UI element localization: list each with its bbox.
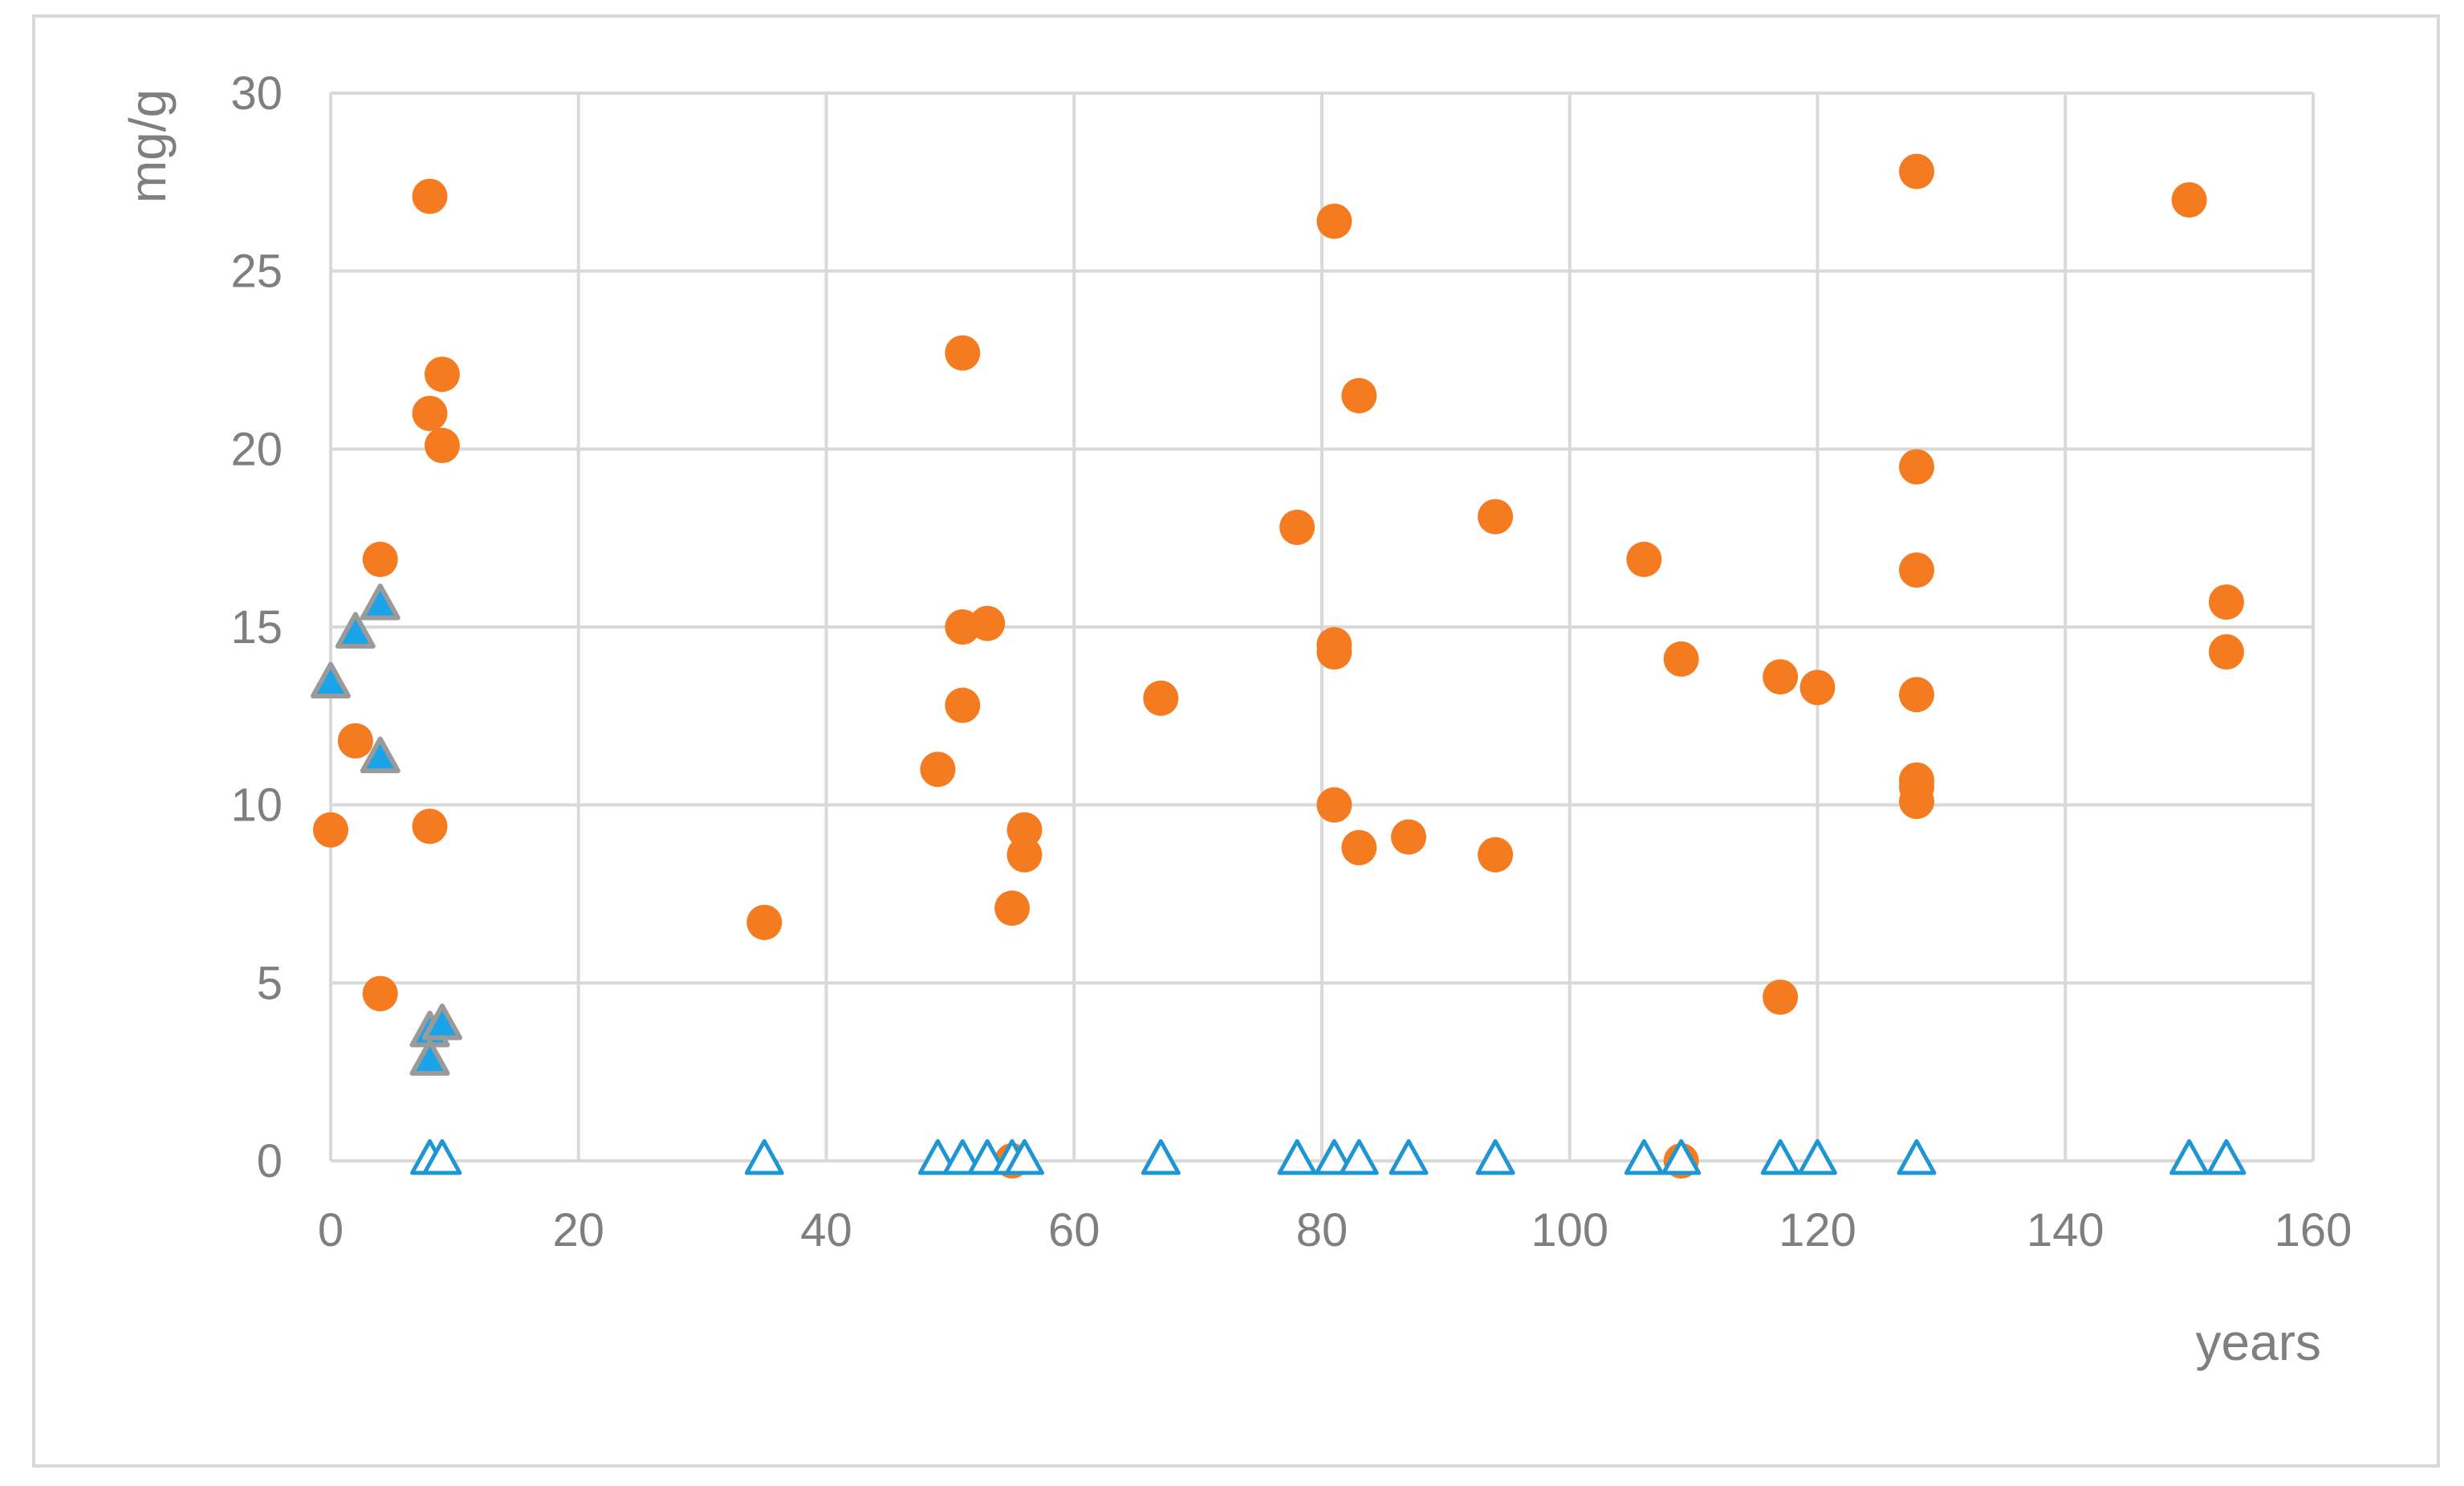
data-point-blue-open-triangle	[1897, 1138, 1937, 1175]
data-point-orange-circle	[1341, 377, 1377, 413]
x-tick-label: 0	[318, 1204, 344, 1256]
data-point-blue-open-triangle	[1760, 1138, 1800, 1175]
data-point-orange-circle	[1391, 819, 1427, 855]
data-point-blue-open-triangle	[1277, 1138, 1317, 1175]
data-point-orange-circle	[412, 396, 448, 431]
y-tick-label: 10	[230, 780, 283, 832]
x-tick-label: 60	[1048, 1204, 1100, 1256]
data-point-orange-circle	[1899, 552, 1934, 588]
grid-layer	[331, 92, 2315, 1161]
data-point-orange-circle	[1626, 541, 1662, 577]
data-point-orange-circle	[945, 335, 981, 371]
data-point-orange-circle	[2171, 182, 2207, 218]
data-point-blue-open-triangle	[1475, 1138, 1515, 1175]
data-point-blue-open-triangle	[967, 1138, 1007, 1175]
y-tick-label: 5	[257, 957, 283, 1009]
x-tick-label: 120	[1779, 1204, 1856, 1256]
chart-frame: 0 20 40 60 80 100 120 140 160 0 5 10 15 20 25 30 years …	[32, 14, 2440, 1468]
y-tick-label: 30	[230, 67, 283, 120]
data-point-orange-circle	[920, 751, 956, 788]
y-axis-title: mg/g	[119, 89, 177, 203]
data-point-orange-circle	[2208, 634, 2244, 670]
data-point-blue-open-triangle	[1005, 1138, 1044, 1175]
data-point-orange-circle	[945, 687, 981, 723]
data-point-blue-open-triangle	[1314, 1138, 1354, 1175]
x-tick-label: 20	[552, 1204, 604, 1256]
data-point-blue-open-triangle	[1798, 1138, 1837, 1175]
data-point-orange-circle	[1763, 979, 1799, 1016]
y-tick-label: 25	[230, 246, 283, 298]
data-point-orange-circle	[1899, 677, 1934, 713]
data-point-blue-open-triangle	[744, 1138, 784, 1175]
data-point-orange-circle	[1341, 829, 1377, 865]
data-point-orange-circle	[1478, 499, 1514, 535]
data-point-orange-circle	[2208, 584, 2244, 620]
data-point-orange-circle	[337, 723, 373, 759]
data-point-blue-filled-triangle	[311, 662, 351, 698]
y-tick-label: 0	[257, 1135, 283, 1187]
data-point-blue-open-triangle	[917, 1138, 958, 1175]
data-point-orange-circle	[1663, 641, 1699, 677]
data-point-blue-filled-triangle	[335, 612, 376, 649]
data-point-blue-open-triangle	[2169, 1138, 2210, 1175]
data-point-orange-circle	[1763, 659, 1799, 695]
y-tick-label: 20	[230, 423, 283, 475]
data-point-orange-circle	[994, 890, 1031, 926]
data-point-orange-circle	[1316, 787, 1352, 823]
data-point-orange-circle	[362, 541, 398, 577]
data-point-orange-circle	[1006, 837, 1043, 873]
data-point-orange-circle	[424, 356, 460, 393]
data-point-orange-circle	[1478, 837, 1514, 873]
tick-label-layer: 0 20 40 60 80 100 120 140 160 0 5 10 15 20 25 30	[230, 67, 2352, 1256]
data-point-blue-open-triangle	[422, 1138, 462, 1175]
x-tick-label: 160	[2275, 1204, 2352, 1256]
data-point-orange-circle	[412, 808, 448, 845]
data-points-layer	[311, 153, 2246, 1179]
data-point-orange-circle	[1899, 153, 1934, 189]
data-point-orange-circle	[1899, 449, 1934, 485]
x-tick-label: 140	[2027, 1204, 2104, 1256]
data-point-orange-circle	[746, 904, 783, 940]
data-point-orange-circle	[1316, 634, 1352, 670]
data-point-blue-open-triangle	[1661, 1138, 1702, 1175]
y-tick-label: 15	[230, 601, 283, 653]
x-tick-label: 100	[1531, 1204, 1608, 1256]
data-point-orange-circle	[1279, 509, 1315, 545]
data-point-blue-open-triangle	[1389, 1138, 1429, 1175]
data-point-blue-open-triangle	[942, 1138, 982, 1175]
data-point-orange-circle	[1799, 670, 1836, 706]
data-point-orange-circle	[313, 812, 348, 848]
x-tick-label: 80	[1296, 1204, 1348, 1256]
data-point-blue-filled-triangle	[360, 736, 401, 774]
data-point-blue-open-triangle	[1624, 1138, 1664, 1175]
data-point-blue-open-triangle	[1339, 1138, 1379, 1175]
data-point-blue-filled-triangle	[421, 1003, 462, 1040]
data-point-orange-circle	[1899, 784, 1934, 820]
x-tick-label: 40	[800, 1204, 852, 1256]
data-point-orange-circle	[1143, 680, 1179, 716]
data-point-blue-filled-triangle	[360, 583, 401, 621]
data-point-blue-open-triangle	[1141, 1138, 1181, 1175]
data-point-orange-circle	[362, 975, 398, 1012]
data-point-orange-circle	[1316, 203, 1352, 239]
x-axis-title: years	[2196, 1313, 2322, 1371]
data-point-orange-circle	[1006, 812, 1043, 848]
data-point-orange-circle	[970, 605, 1006, 641]
data-point-blue-open-triangle	[2206, 1138, 2246, 1175]
data-point-orange-circle	[412, 178, 448, 214]
data-point-orange-circle	[424, 427, 460, 463]
data-point-blue-filled-triangle	[409, 1039, 450, 1076]
